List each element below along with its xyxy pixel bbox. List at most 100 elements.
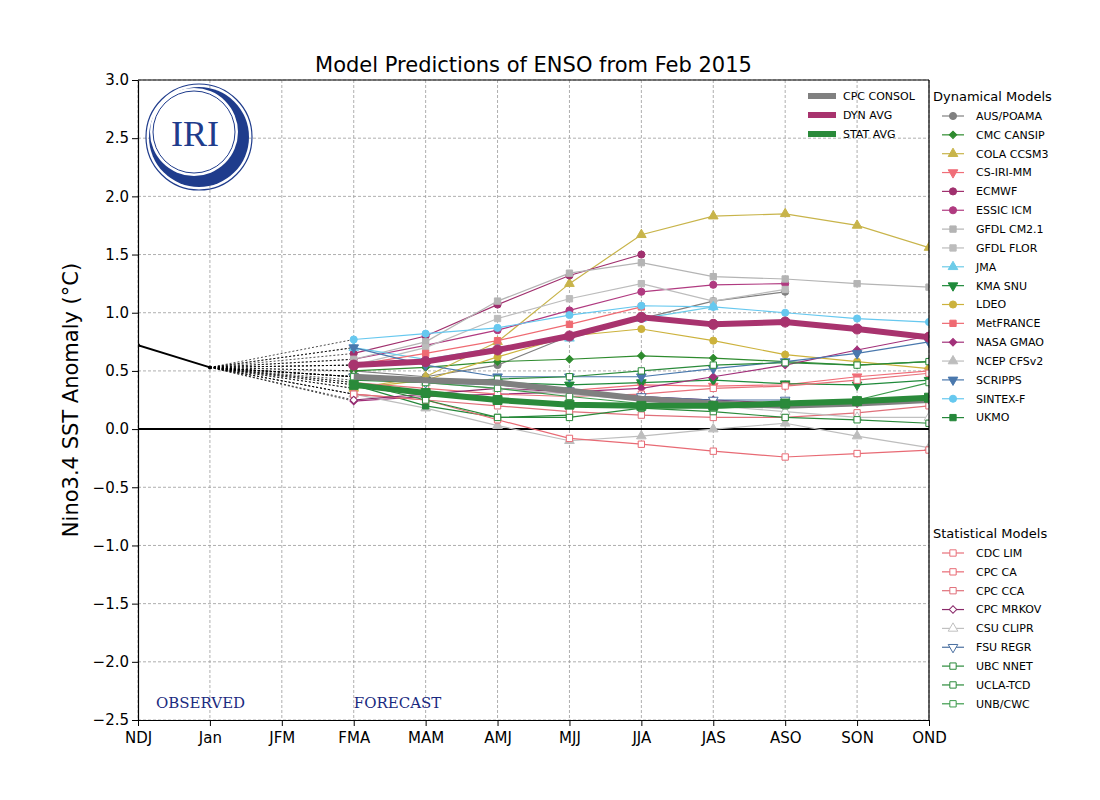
x-tick-mark: [713, 720, 714, 726]
series: [349, 380, 929, 410]
series-marker: [924, 242, 929, 250]
forecast-connector: [210, 367, 354, 382]
forecast-connector: [210, 367, 354, 394]
series-marker: [565, 400, 574, 409]
legend-marker: [950, 588, 956, 594]
x-tick: JAS: [701, 720, 726, 747]
x-tick-mark: [282, 720, 283, 726]
series-marker: [421, 403, 431, 411]
series-marker: [782, 286, 788, 292]
legend-marker: [950, 569, 956, 575]
logo: IRI: [146, 84, 252, 190]
y-tick: 0.0: [105, 420, 138, 438]
forecast-connector: [210, 365, 354, 367]
series-marker: [566, 296, 572, 302]
legend-marker: [950, 414, 956, 420]
x-tick: SON: [841, 720, 874, 747]
legend-marker: [949, 112, 956, 119]
logo-ring: [146, 84, 252, 190]
series-marker: [708, 319, 718, 329]
y-tick: −2.5: [93, 711, 138, 729]
series-marker: [708, 301, 718, 309]
series-marker: [924, 332, 929, 342]
series-marker: [564, 331, 574, 341]
y-tick-label: −1.0: [93, 537, 129, 555]
series-marker: [854, 417, 860, 423]
series-marker: [565, 435, 575, 443]
legend-heading: Dynamical Models: [933, 89, 1052, 104]
y-tick: 1.5: [105, 246, 138, 264]
grid-line-x: [929, 80, 930, 720]
legend-swatch: [808, 93, 836, 99]
x-tick: AMJ: [484, 720, 512, 747]
series: [351, 260, 929, 363]
grid-line-y: [138, 196, 929, 197]
series-marker: [637, 431, 647, 439]
series-marker: [710, 362, 716, 368]
legend-label: CSU CLIPR: [976, 622, 1034, 635]
series-marker: [494, 298, 500, 304]
legend-label: CPC CA: [976, 566, 1017, 579]
x-tick-label: MAM: [408, 729, 444, 747]
series-marker: [782, 351, 789, 358]
series-marker: [638, 251, 645, 258]
legend-label: ESSIC ICM: [976, 204, 1032, 217]
series-marker: [853, 397, 862, 406]
series-marker: [421, 389, 430, 398]
series-marker: [924, 377, 929, 385]
series-marker: [422, 350, 428, 356]
frame-top: [138, 79, 929, 80]
series-marker: [566, 435, 572, 441]
legend-averages: CPC CONSOLDYN AVGSTAT AVG: [808, 90, 916, 141]
series-marker: [421, 357, 431, 367]
series-marker: [852, 351, 862, 359]
x-tick: FMA: [338, 720, 371, 747]
y-tick-label: −2.5: [93, 711, 129, 729]
series-marker: [638, 441, 644, 447]
y-axis-title: Nino3.4 SST Anomaly (°C): [59, 263, 83, 537]
x-tick: NDJ: [125, 720, 152, 747]
series-marker: [709, 401, 718, 410]
series-marker: [494, 414, 500, 420]
x-tick-label: NDJ: [125, 729, 152, 747]
legend-label: UCLA-TCD: [976, 679, 1031, 692]
series-marker: [494, 414, 500, 420]
series-marker: [924, 412, 929, 420]
legend-marker: [948, 356, 958, 364]
series: [349, 301, 718, 362]
legend-marker: [949, 131, 956, 138]
series-marker: [854, 377, 860, 383]
series-marker: [638, 352, 645, 359]
legend-marker: [948, 148, 958, 156]
x-axis: NDJJanJFMFMAMAMAMJMJJJJAJASASOSONOND: [125, 720, 947, 747]
series-marker: [638, 325, 645, 332]
annotation: FORECAST: [354, 694, 442, 712]
series-marker: [782, 414, 788, 420]
legend-label: CDC LIM: [976, 547, 1022, 560]
x-tick-label: FMA: [338, 729, 371, 747]
legend-marker: [948, 283, 958, 291]
y-tick-label: 2.0: [105, 188, 129, 206]
series-marker: [638, 280, 644, 286]
y-tick-mark: [132, 138, 138, 139]
x-tick-mark: [210, 720, 211, 726]
series-line: [354, 383, 929, 424]
series-marker: [638, 288, 645, 295]
legend-marker: [950, 682, 956, 688]
x-tick-label: JAS: [701, 729, 726, 747]
legend-label: GFDL FLOR: [976, 242, 1038, 255]
legend-label: NCEP CFSv2: [976, 355, 1043, 368]
series-marker: [637, 229, 647, 237]
legend-marker: [949, 188, 956, 195]
series-marker: [566, 374, 572, 380]
legend-heading: Statistical Models: [933, 526, 1047, 541]
series-marker: [782, 383, 788, 389]
series-marker: [494, 315, 500, 321]
series-marker: [925, 393, 929, 402]
y-tick-label: −1.5: [93, 595, 129, 613]
y-tick-label: 0.0: [105, 420, 129, 438]
legend-label: CPC CONSOL: [843, 90, 916, 103]
series-marker: [566, 321, 572, 327]
y-tick-mark: [132, 487, 138, 488]
series-marker: [782, 454, 788, 460]
